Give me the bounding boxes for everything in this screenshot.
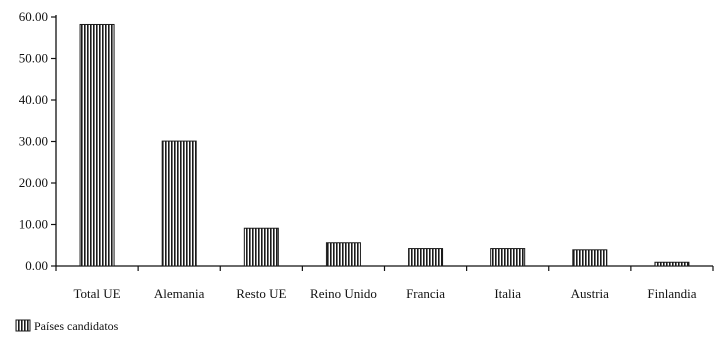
y-tick-label: 60.00 [19, 9, 48, 24]
x-tick-label: Alemania [154, 286, 205, 301]
bar-finlandia [654, 261, 690, 267]
x-tick-label: Austria [571, 286, 610, 301]
x-tick-label: Francia [406, 286, 445, 301]
y-tick-label: 0.00 [25, 258, 48, 273]
x-tick-label: Total UE [74, 286, 121, 301]
legend: Países candidatos [15, 319, 119, 333]
y-tick-label: 10.00 [19, 217, 48, 232]
bar-resto-ue [243, 227, 279, 267]
x-tick-label: Finlandia [647, 286, 696, 301]
y-tick-label: 30.00 [19, 134, 48, 149]
legend-swatch [15, 319, 31, 332]
bar-total-ue [79, 23, 115, 267]
x-tick-label: Resto UE [236, 286, 286, 301]
bar-austria [572, 249, 608, 267]
bar-reino-unido [325, 242, 361, 267]
legend-label: Países candidatos [34, 319, 119, 333]
x-tick-label: Reino Unido [310, 286, 377, 301]
y-tick-label: 50.00 [19, 51, 48, 66]
bar-italia [490, 248, 526, 267]
bar-francia [408, 248, 444, 267]
y-tick-label: 40.00 [19, 92, 48, 107]
bar-alemania [161, 140, 197, 267]
x-tick-label: Italia [494, 286, 521, 301]
y-axis: 0.00 10.00 20.00 30.00 40.00 50.00 60.00 [19, 9, 57, 273]
bars [79, 23, 690, 267]
x-axis: Total UE Alemania Resto UE Reino Unido Franc… [55, 265, 714, 301]
y-tick-label: 20.00 [19, 175, 48, 190]
